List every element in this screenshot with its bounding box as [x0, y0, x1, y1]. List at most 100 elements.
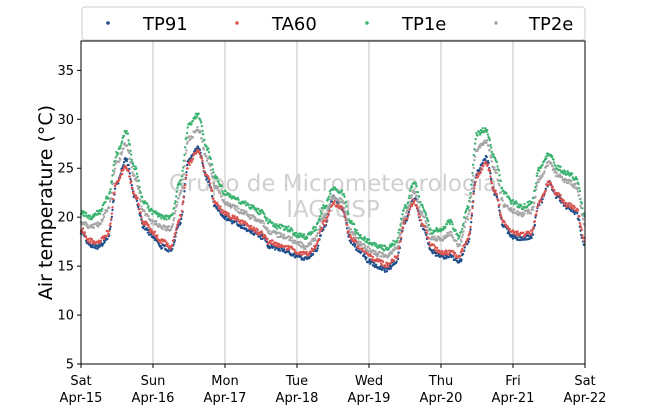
data-point	[210, 172, 213, 175]
data-point	[137, 188, 141, 191]
data-point	[523, 212, 526, 215]
data-point	[385, 270, 389, 273]
data-point	[427, 229, 430, 232]
data-point	[298, 232, 301, 235]
data-point	[452, 236, 455, 239]
data-point	[530, 236, 533, 240]
data-point	[417, 206, 421, 209]
data-point	[415, 194, 418, 197]
data-point	[497, 199, 500, 202]
data-point	[527, 230, 531, 234]
data-point	[502, 189, 505, 192]
data-point	[578, 187, 581, 190]
data-point	[470, 212, 474, 215]
data-point	[395, 260, 398, 263]
data-point	[113, 187, 117, 190]
data-point	[562, 172, 565, 175]
data-point	[365, 248, 369, 252]
data-point	[552, 158, 555, 161]
data-point	[536, 172, 539, 175]
data-point	[283, 228, 286, 232]
data-point	[309, 242, 313, 245]
data-point	[217, 189, 220, 192]
data-point	[461, 249, 465, 252]
data-point	[136, 196, 139, 200]
data-point	[367, 238, 371, 241]
data-point	[434, 245, 437, 249]
data-point	[119, 158, 122, 161]
data-point	[180, 217, 183, 221]
data-point	[333, 202, 336, 205]
data-point	[363, 237, 367, 240]
data-point	[88, 243, 92, 246]
data-point	[128, 172, 132, 175]
data-point	[399, 240, 402, 243]
data-point	[245, 210, 248, 213]
data-point	[321, 222, 324, 225]
data-point	[327, 212, 330, 215]
data-point	[470, 220, 473, 224]
data-point	[403, 220, 406, 224]
data-point	[387, 265, 390, 269]
data-point	[160, 246, 164, 250]
data-point	[183, 159, 187, 163]
data-point	[212, 197, 215, 200]
data-point	[101, 219, 104, 223]
data-point	[379, 258, 382, 262]
data-point	[436, 251, 439, 254]
data-point	[232, 217, 236, 220]
data-point	[222, 199, 225, 202]
data-point	[343, 206, 346, 210]
data-point	[450, 233, 454, 237]
data-point	[495, 195, 499, 199]
data-point	[149, 232, 153, 236]
data-point	[493, 156, 497, 160]
data-point	[580, 202, 583, 205]
data-point	[454, 229, 457, 232]
data-point	[317, 244, 320, 247]
data-point	[312, 249, 315, 252]
data-point	[435, 239, 439, 242]
data-point	[578, 197, 582, 201]
data-point	[404, 216, 407, 219]
data-point	[163, 217, 166, 221]
data-point	[229, 195, 232, 198]
data-point	[304, 247, 307, 251]
data-point	[169, 228, 173, 231]
data-point	[458, 234, 461, 237]
data-point	[156, 234, 159, 237]
data-point	[554, 169, 557, 173]
data-point	[127, 163, 130, 167]
data-point	[314, 226, 317, 229]
data-point	[175, 225, 178, 229]
data-point	[576, 207, 579, 210]
data-point	[346, 219, 349, 223]
data-point	[102, 215, 106, 219]
data-point	[205, 159, 209, 163]
data-point	[182, 200, 185, 203]
data-point	[197, 112, 200, 115]
data-point	[459, 244, 462, 247]
data-point	[421, 212, 424, 215]
data-point	[99, 212, 102, 216]
data-point	[191, 135, 195, 139]
data-point	[500, 196, 504, 200]
data-point	[532, 205, 535, 208]
data-point	[378, 267, 382, 271]
data-point	[157, 225, 160, 228]
data-point	[101, 207, 104, 210]
data-point	[130, 166, 133, 169]
data-point	[336, 202, 340, 206]
data-point	[421, 203, 424, 207]
data-point	[423, 215, 427, 218]
data-point	[139, 211, 142, 215]
data-point	[140, 219, 144, 223]
data-point	[133, 192, 136, 196]
data-point	[135, 172, 139, 175]
data-point	[355, 236, 358, 239]
data-point	[279, 249, 282, 252]
data-point	[520, 204, 523, 208]
data-point	[316, 247, 319, 250]
data-point	[259, 232, 262, 235]
data-point	[397, 241, 400, 245]
